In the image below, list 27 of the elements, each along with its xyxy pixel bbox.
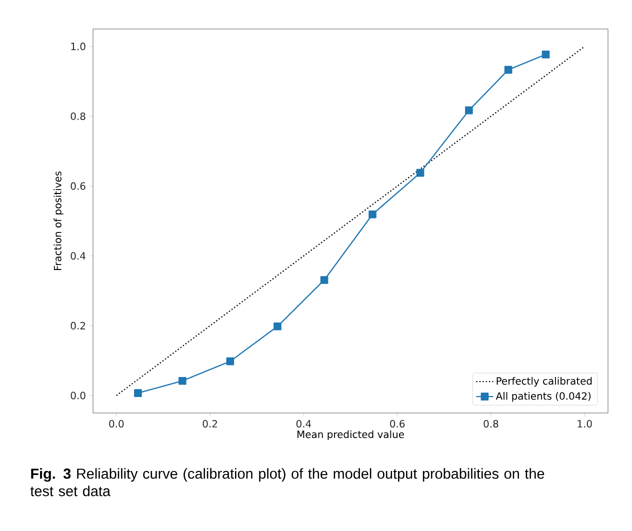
point — [134, 389, 142, 397]
y-tick-label: 0.4 — [70, 252, 86, 260]
y-tick-label: 0.8 — [70, 112, 86, 120]
point — [368, 210, 376, 218]
x-axis-title: Mean predicted value — [298, 430, 404, 440]
x-tick-label: 0.4 — [296, 420, 312, 428]
point — [226, 357, 234, 366]
point — [320, 276, 328, 284]
legend-label: Perfectly calibrated — [496, 377, 592, 387]
text: Fig. 3 Reliability curve (calibration plot) of the model output probabilities on the test set data — [30, 468, 544, 496]
point — [504, 66, 512, 74]
y-tick-label: 0.6 — [70, 182, 86, 190]
x-tick-label: 0.8 — [484, 420, 498, 428]
x-tick-label: 1.0 — [578, 420, 592, 428]
x-tick-label: 0.6 — [390, 420, 405, 428]
point — [178, 376, 186, 385]
legend-label: All patients (0.042) — [496, 392, 591, 402]
y-tick-label: 1.0 — [71, 42, 86, 50]
y-axis-title: Fraction of positives — [54, 171, 64, 270]
x-tick-label: 0.0 — [109, 420, 124, 428]
point — [274, 322, 282, 330]
point — [542, 50, 550, 58]
point — [416, 168, 424, 177]
y-tick-label: 0.0 — [70, 392, 86, 400]
y-tick-label: 0.2 — [70, 322, 85, 330]
x-tick-label: 0.2 — [202, 420, 217, 428]
point — [465, 106, 473, 114]
